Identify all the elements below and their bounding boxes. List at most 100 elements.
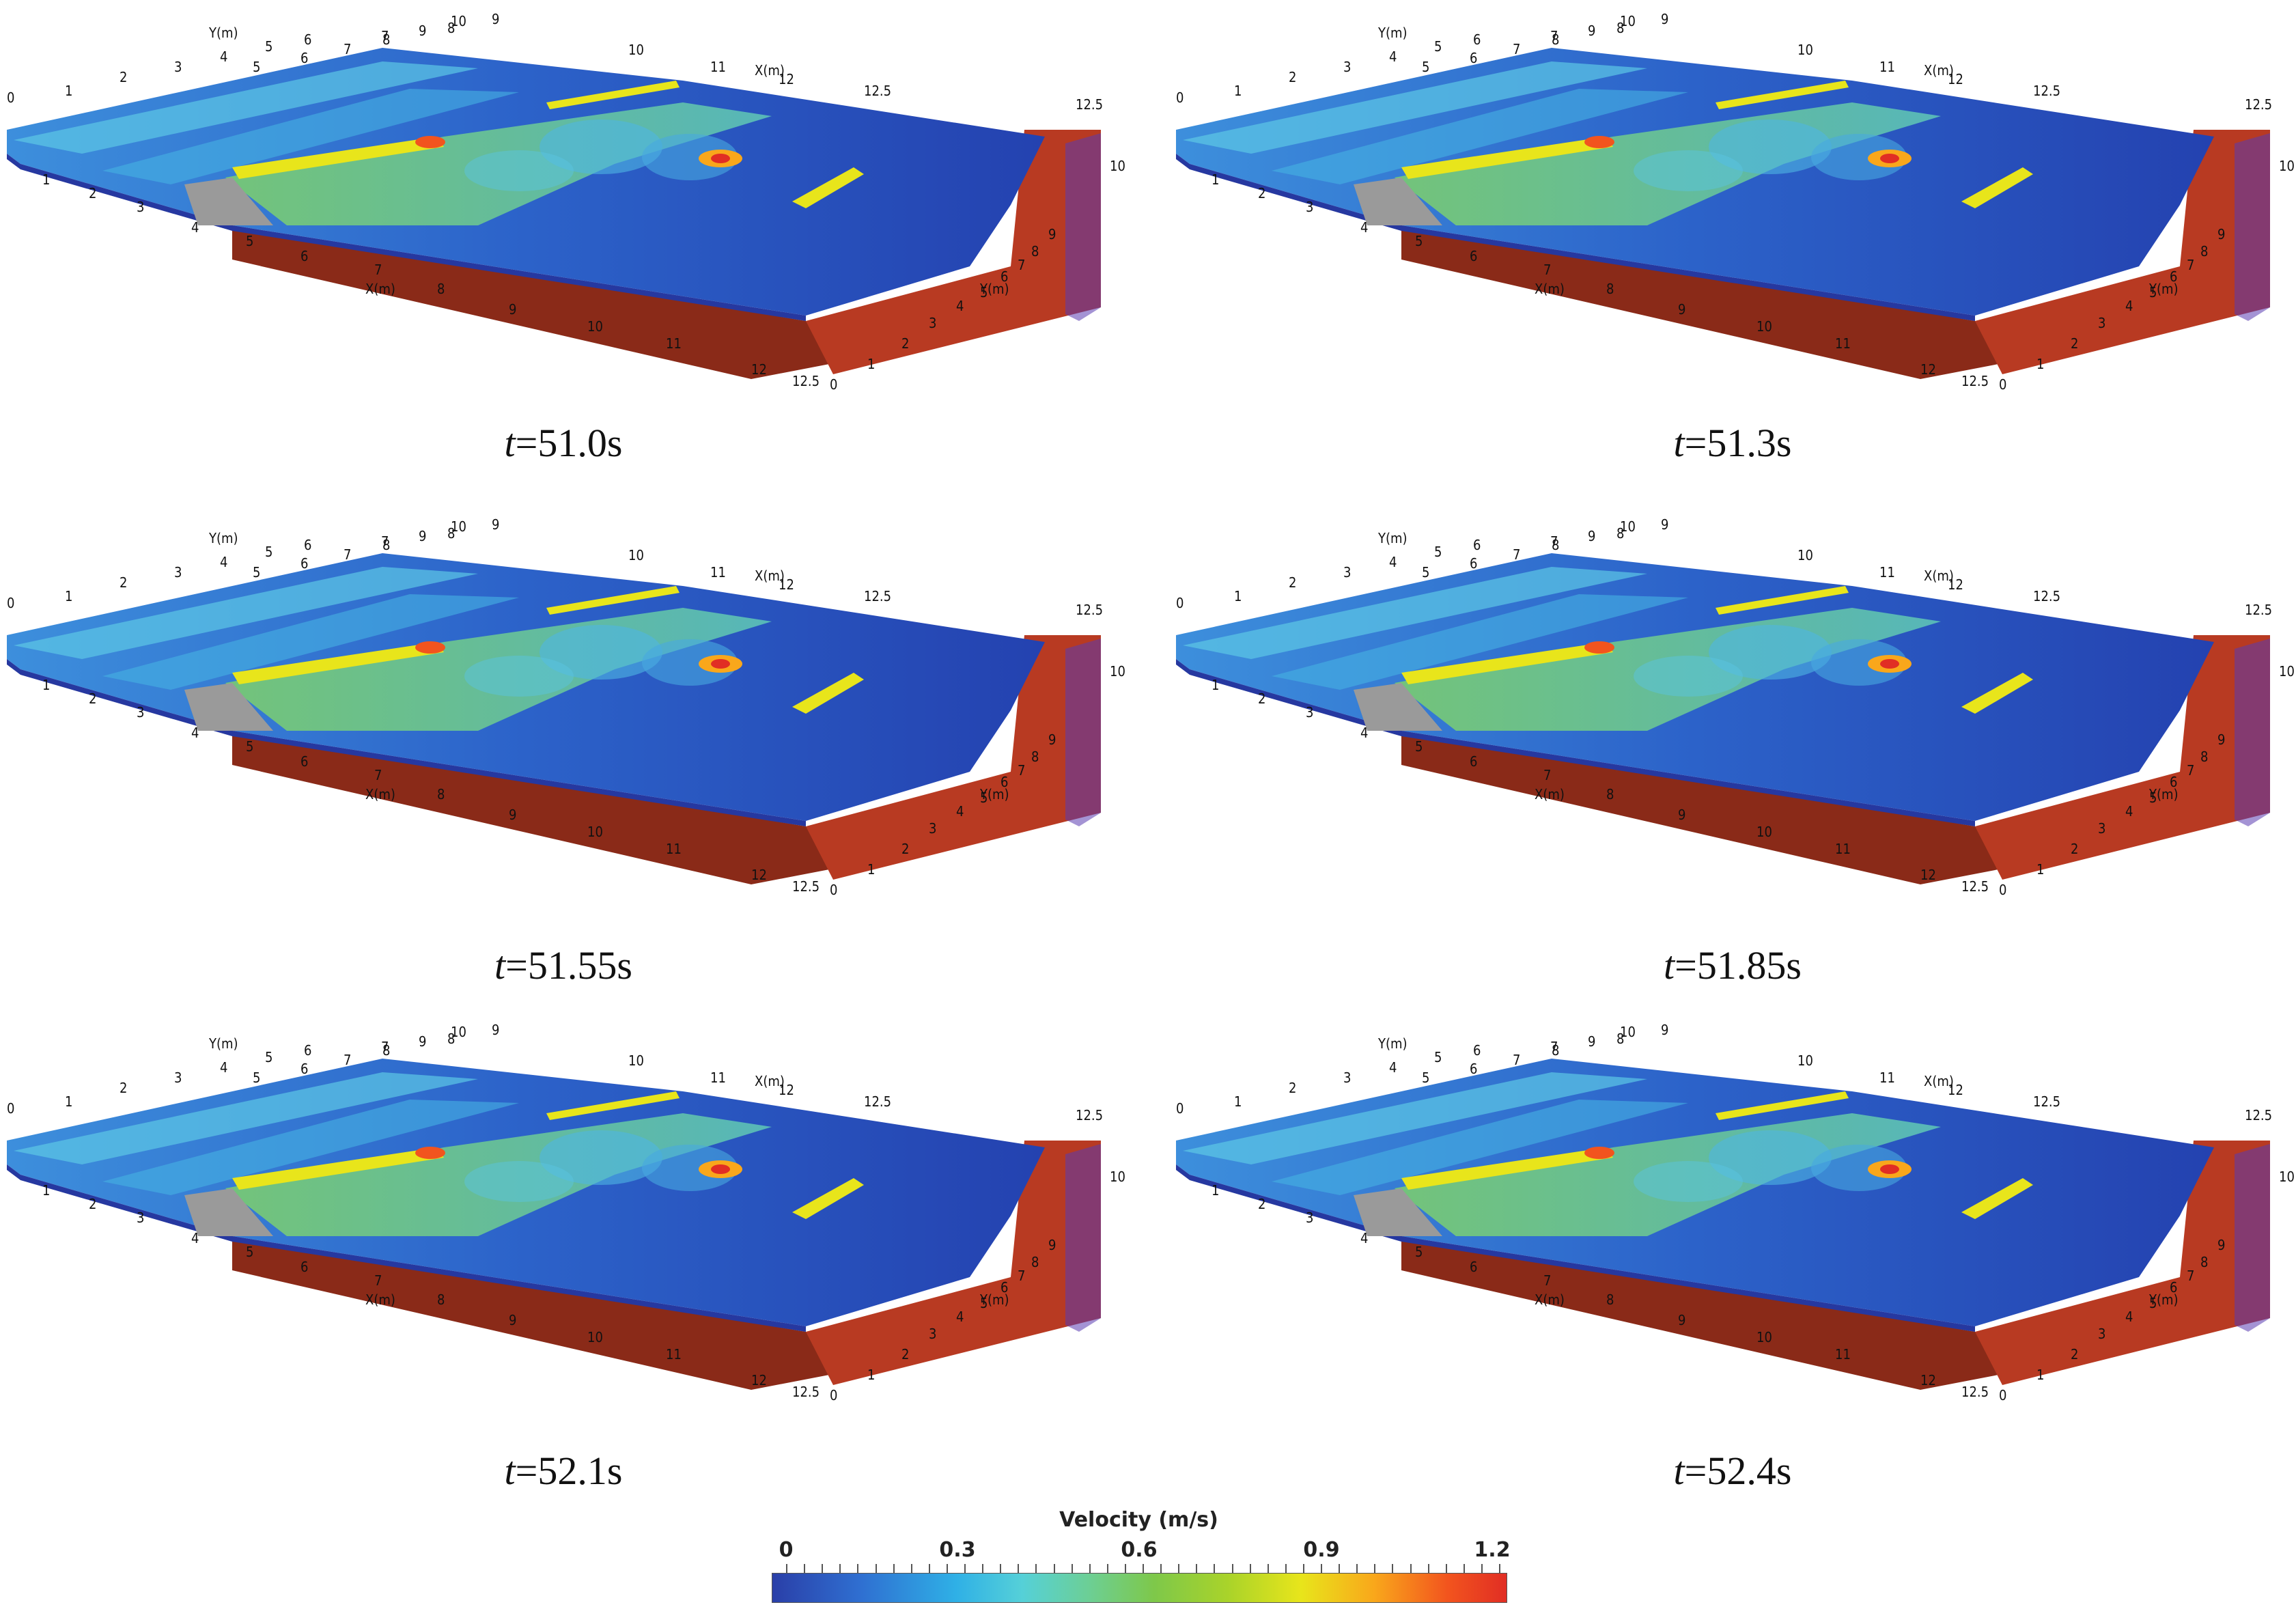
colorbar-minor-tick [1000,1564,1002,1574]
bed-front-face [232,731,840,884]
y-axis-title-right: Y(m) [979,786,1009,802]
colorbar-minor-tick [1374,1564,1376,1574]
x-tick-front: 2 [89,690,96,707]
y-tick-right: 5 [980,789,988,806]
x-tick-back: 8 [1616,20,1624,36]
colorbar-minor-tick [1481,1564,1483,1574]
jet-peak [711,659,730,669]
y-tick-right: 0 [1999,1387,2006,1403]
x-tick-back: 9 [1661,516,1668,533]
x-tick-back: 3 [1343,564,1351,581]
x-tick-front: 4 [191,219,199,236]
y-tick-right: 2 [901,335,909,352]
flow-stripe [102,594,519,690]
y-tick-top: 6 [1470,1061,1477,1077]
x-tick-back: 1 [65,1093,72,1110]
x-tick-front: 6 [300,248,308,264]
water-front-edge [1176,154,1975,321]
y-tick-right: 5 [2149,1295,2157,1311]
x-tick-back: 4 [1389,1059,1397,1076]
x-tick-back: 10 [628,1052,644,1069]
jet-high-velocity [1961,167,2033,208]
x-tick-back: 7 [381,28,389,44]
y-tick-right: 7 [2187,257,2194,273]
jet-peak [1584,641,1614,654]
x-tick-front: 5 [1415,1244,1423,1260]
x-tick-back: 5 [1434,38,1442,55]
colorbar-tick: 1.2 [1474,1538,1511,1562]
jet-high-velocity [546,586,680,615]
x-tick-front: 3 [137,704,144,721]
x-tick-back: 11 [1879,564,1895,581]
x-tick-back: 6 [1473,31,1481,48]
x-tick-back: 12 [1948,576,1963,593]
x-axis-title-front: X(m) [365,786,395,802]
y-tick-top: 8 [382,1042,390,1059]
x-axis-title-front: X(m) [1535,281,1565,297]
y-tick-top: 9 [419,23,426,39]
vortex [1709,120,1832,174]
x-tick-back-end: 12.5 [1076,1107,1103,1123]
x-tick-back: 7 [1550,28,1558,44]
colorbar-minor-tick [1071,1564,1073,1574]
colorbar-minor-tick [1160,1564,1162,1574]
x-tick-back: 3 [1343,59,1351,75]
obstacle [184,1188,273,1236]
flow-stripe [102,89,519,184]
y-tick-right: 1 [867,356,875,372]
y-tick-right: 9 [2217,226,2225,242]
bed-front-face [1401,731,2009,884]
jet-high-velocity [232,642,444,684]
jet-high-velocity [546,81,680,109]
x-tick-front: 2 [89,185,96,201]
bed-top-face [1975,130,2270,374]
jet-high-velocity [792,1178,864,1219]
y-tick-right: 6 [2170,268,2177,285]
x-tick-back-end: 12.5 [1076,96,1103,113]
x-tick-back: 7 [1550,1039,1558,1055]
x-tick-back-end: 12.5 [2245,96,2272,113]
y-axis-title-back: Y(m) [208,1035,238,1052]
bed-top-face [1975,635,2270,880]
bed-top-face [806,1141,1101,1385]
x-tick-front: 4 [1360,219,1368,236]
x-tick-front: 12 [1920,867,1936,883]
x-tick-back: 10 [1797,1052,1813,1069]
y-tick-right: 5 [2149,284,2157,301]
x-tick-back: 1 [1234,1093,1242,1110]
y-tick-top: 5 [253,59,260,75]
x-tick-front: 9 [1678,807,1685,823]
bed-side-face [1065,1144,1101,1332]
x-tick-back: 0 [1176,89,1184,106]
x-tick-back: 6 [304,31,311,48]
colorbar-minor-tick [1214,1564,1216,1574]
jet-high-velocity [1716,1091,1849,1120]
y-tick-right: 3 [929,315,936,331]
x-tick-front: 5 [246,1244,253,1260]
y-tick-right: 3 [929,1326,936,1342]
y-tick-top: 8 [382,31,390,48]
bed-top-face [1975,1141,2270,1385]
bed-front-face [1401,225,2009,379]
x-tick-back: 0 [7,1100,14,1117]
colorbar-minor-tick [1089,1564,1091,1574]
x-tick-back: 8 [447,525,455,542]
colorbar-minor-tick [1267,1564,1269,1574]
y-axis-title-right: Y(m) [2148,1291,2179,1308]
vortex [1634,656,1743,697]
x-tick-back: 10 [628,42,644,58]
jet-high-velocity [792,167,864,208]
colorbar-minor-tick [1302,1564,1304,1574]
y-tick-top: 7 [1513,1052,1520,1068]
x-tick-front: 12 [751,1372,767,1388]
x-axis-title-back: X(m) [755,568,785,584]
x-tick-front: 11 [666,335,682,352]
x-tick-front: 3 [137,199,144,215]
y-tick-right: 3 [2098,1326,2105,1342]
vortex [642,1145,738,1191]
x-tick-front: 1 [1212,171,1219,188]
x-tick-front: 8 [437,281,445,297]
vortex [464,1161,574,1202]
vortex [464,150,574,191]
y-tick-right: 3 [2098,820,2105,837]
